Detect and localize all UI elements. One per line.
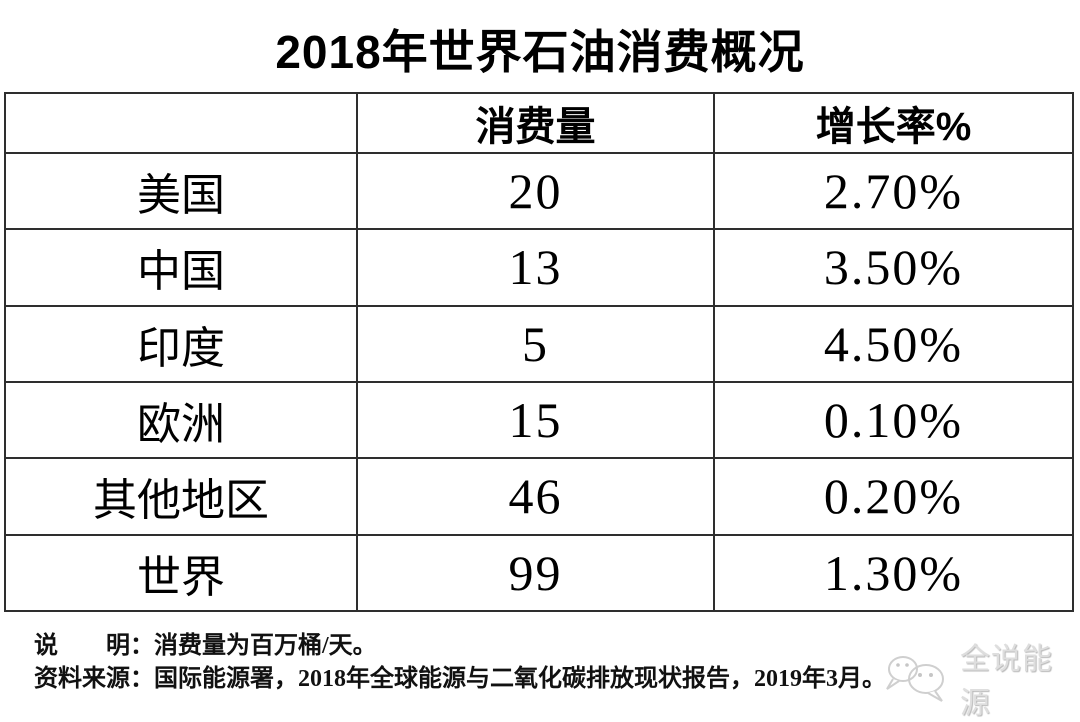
cell-consumption: 20 [356,151,715,231]
watermark: 全说能源 [882,634,1080,722]
oil-consumption-table: 消费量 增长率% 美国 20 2.70% 中国 13 3.50% 印度 5 4.… [4,92,1074,613]
table-row-europe: 欧洲 15 0.10% [4,380,1074,460]
cell-region: 世界 [4,533,358,613]
table-header-row: 消费量 增长率% [4,92,1074,154]
cell-growth: 0.10% [713,380,1074,460]
header-cell-consumption: 消费量 [356,92,715,154]
cell-consumption: 15 [356,380,715,460]
cell-growth: 0.20% [713,457,1074,536]
cell-region: 其他地区 [4,457,358,536]
cell-growth: 2.70% [713,151,1074,231]
page-title: 2018年世界石油消费概况 [275,26,805,78]
cell-consumption: 99 [356,533,715,613]
header-cell-growth: 增长率% [713,92,1074,154]
note-source: 资料来源：国际能源署，2018年全球能源与二氧化碳排放现状报告，2019年3月。 [34,666,886,692]
header-cell-region [4,92,358,154]
cell-growth: 1.30% [713,533,1074,613]
cell-consumption: 13 [356,228,715,307]
cell-growth: 3.50% [713,228,1074,307]
cell-consumption: 5 [356,304,715,383]
cell-region: 中国 [4,228,358,307]
watermark-text: 全说能源 [960,643,1053,720]
table-body: 美国 20 2.70% 中国 13 3.50% 印度 5 4.50% 欧洲 15… [4,151,1074,613]
note-explanation: 说 明：消费量为百万桶/天。 [34,633,377,659]
cell-region: 印度 [4,304,358,383]
table-row-china: 中国 13 3.50% [4,228,1074,307]
cell-region: 欧洲 [4,380,358,460]
table-row-world: 世界 99 1.30% [4,533,1074,613]
cell-growth: 4.50% [713,304,1074,383]
cell-consumption: 46 [356,457,715,536]
table-row-india: 印度 5 4.50% [4,304,1074,383]
cell-region: 美国 [4,151,358,231]
wechat-chat-icon [882,652,954,704]
footnotes: 说 明：消费量为百万桶/天。 资料来源：国际能源署，2018年全球能源与二氧化碳… [34,630,894,696]
table-row-usa: 美国 20 2.70% [4,151,1074,231]
table-row-other-regions: 其他地区 46 0.20% [4,457,1074,536]
